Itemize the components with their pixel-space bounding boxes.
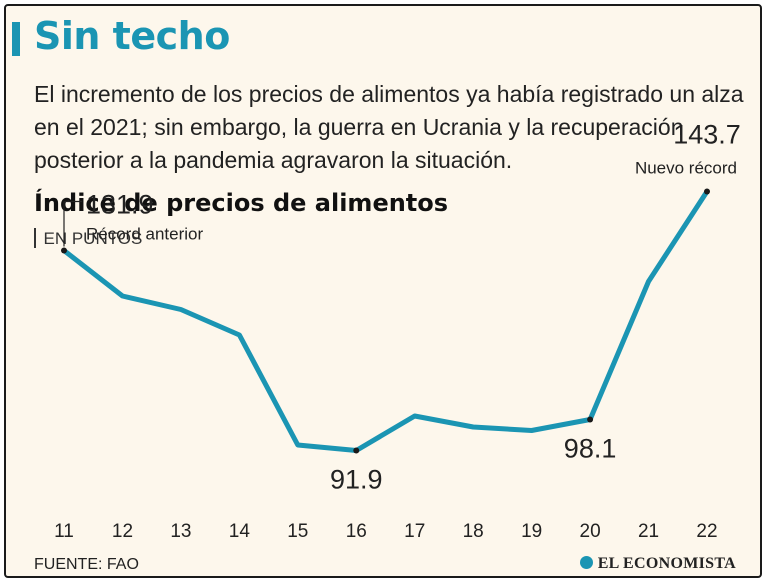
brand-name: EL ECONOMISTA [597,555,736,572]
x-tick-label-22: 22 [696,521,717,542]
annotation-marker-3 [704,188,710,195]
annotation-leader-0 [63,200,82,247]
infographic-frame: Sin techo El incremento de los precios d… [4,4,762,578]
x-tick-label-20: 20 [580,521,601,542]
brand-globe-icon [579,556,593,569]
annotation-note-0: Récord anterior [86,225,204,244]
annotation-marker-2 [587,416,594,423]
x-tick-label-12: 12 [112,521,133,542]
brand-logo: EL ECONOMISTA [579,555,736,573]
x-tick-label-14: 14 [229,521,251,542]
chart-title: Índice de precios de alimentos [34,189,449,217]
units-label: EN PUNTOS [34,228,142,249]
x-tick-label-15: 15 [287,521,308,542]
source-note: FUENTE: FAO [34,556,139,573]
x-tick-label-21: 21 [638,521,659,542]
series-line [61,189,710,453]
x-tick-label-11: 11 [54,521,74,542]
annotation-marker-1 [353,447,360,454]
x-tick-label-16: 16 [346,521,367,542]
x-tick-label-18: 18 [463,521,484,542]
units-text: EN PUNTOS [43,229,143,248]
x-tick-label-13: 13 [170,521,191,542]
page-title: Sin techo [34,14,230,58]
subtitle-text: El incremento de los precios de alimento… [34,81,744,173]
x-tick-label-19: 19 [521,521,542,542]
annotation-marker-0 [61,247,67,254]
title-accent-bar [12,22,20,56]
units-tick-mark [34,228,36,248]
annotation-value-2: 98.1 [564,434,617,464]
x-tick-label-17: 17 [404,521,425,542]
annotation-note-3: Nuevo récord [635,159,737,178]
annotation-value-1: 91.9 [330,465,383,495]
annotation-value-3: 143.7 [673,120,741,150]
annotation-value-0: 131.9 [86,190,154,220]
